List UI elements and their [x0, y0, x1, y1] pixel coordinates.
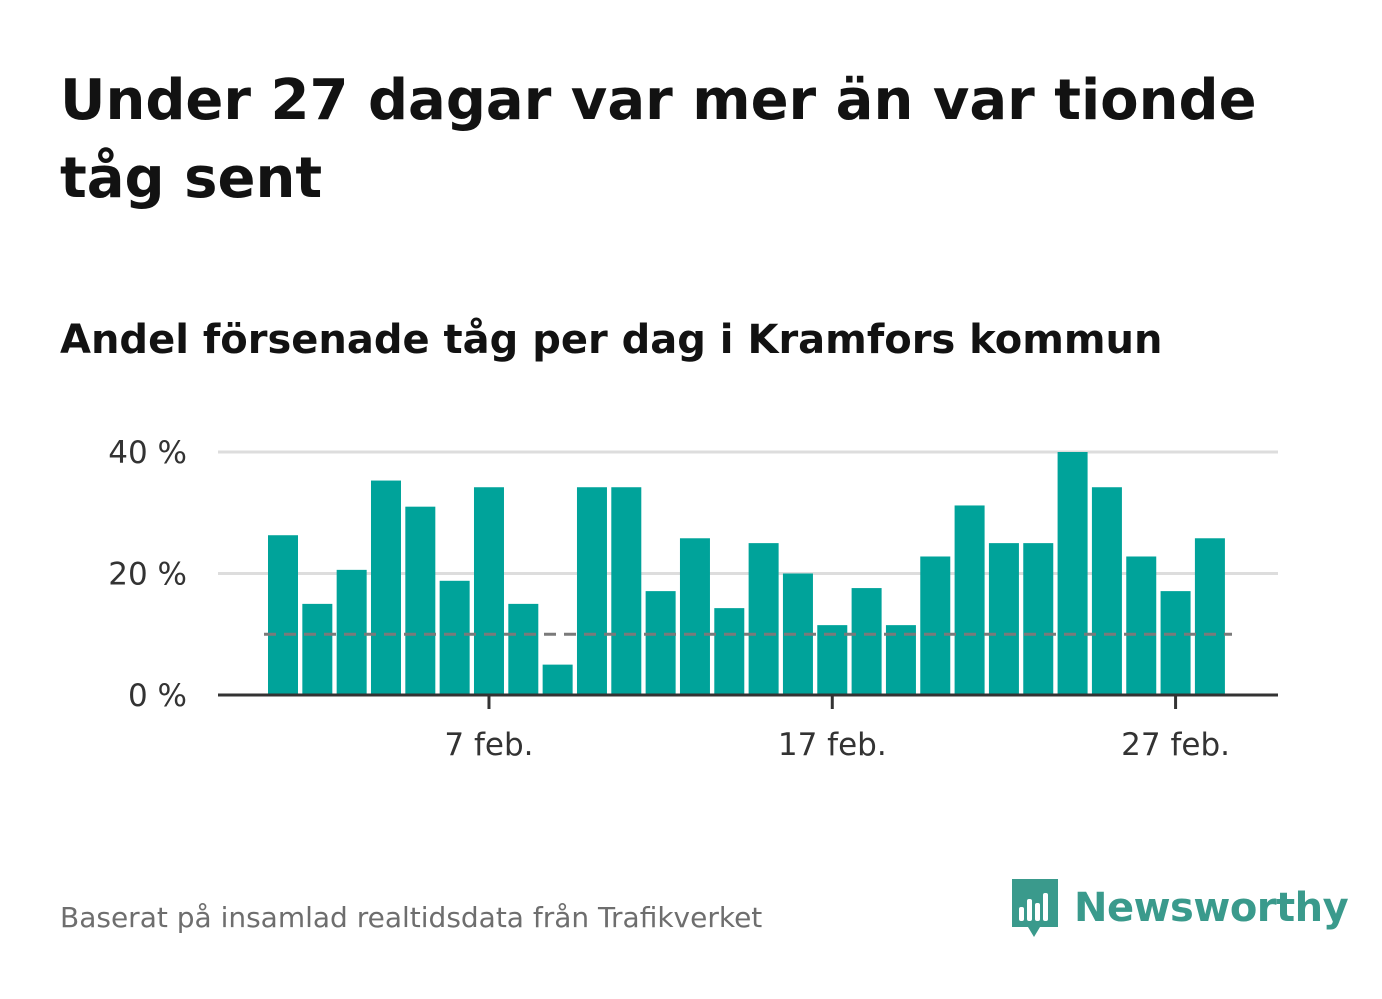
bar — [817, 625, 848, 695]
bar — [268, 535, 298, 695]
bar — [748, 543, 779, 695]
bar — [1023, 543, 1054, 695]
y-tick-label: 0 % — [128, 678, 187, 714]
bar — [336, 569, 367, 695]
newsworthy-logo: Newsworthy — [1010, 876, 1349, 940]
bar — [1091, 487, 1122, 695]
bar — [473, 487, 504, 695]
bar — [542, 664, 573, 695]
bar — [611, 487, 642, 695]
bar — [370, 480, 401, 695]
bar — [405, 506, 436, 695]
bar — [714, 608, 745, 695]
bar — [439, 580, 470, 695]
bar — [302, 603, 333, 695]
x-tick-label: 27 feb. — [1121, 727, 1230, 763]
bars — [268, 452, 1225, 695]
bar — [645, 591, 676, 695]
bar — [1126, 556, 1157, 695]
bar — [885, 625, 916, 695]
x-tick-label: 17 feb. — [778, 727, 887, 763]
bar — [851, 588, 882, 695]
y-tick-label: 20 % — [108, 557, 187, 593]
bar — [954, 505, 985, 695]
newsworthy-chart-bubble-icon — [1012, 879, 1058, 937]
bar — [988, 543, 1019, 695]
bar — [508, 603, 539, 695]
bar — [920, 556, 951, 695]
chart-title: Under 27 dagar var mer än var tionde tåg… — [60, 68, 1257, 211]
bar — [1194, 538, 1225, 695]
source-note: Baserat på insamlad realtidsdata från Tr… — [60, 901, 763, 934]
logo-text: Newsworthy — [1074, 885, 1349, 931]
bar — [576, 487, 607, 695]
chart-subtitle: Andel försenade tåg per dag i Kramfors k… — [60, 317, 1163, 363]
bar — [1160, 591, 1191, 695]
bar — [679, 538, 710, 695]
y-tick-label: 40 % — [108, 435, 187, 471]
x-tick-label: 7 feb. — [444, 727, 533, 763]
axes: 0 % 20 % 40 % 7 feb. 17 feb. 27 feb. — [108, 435, 1278, 763]
bar — [1057, 452, 1088, 695]
